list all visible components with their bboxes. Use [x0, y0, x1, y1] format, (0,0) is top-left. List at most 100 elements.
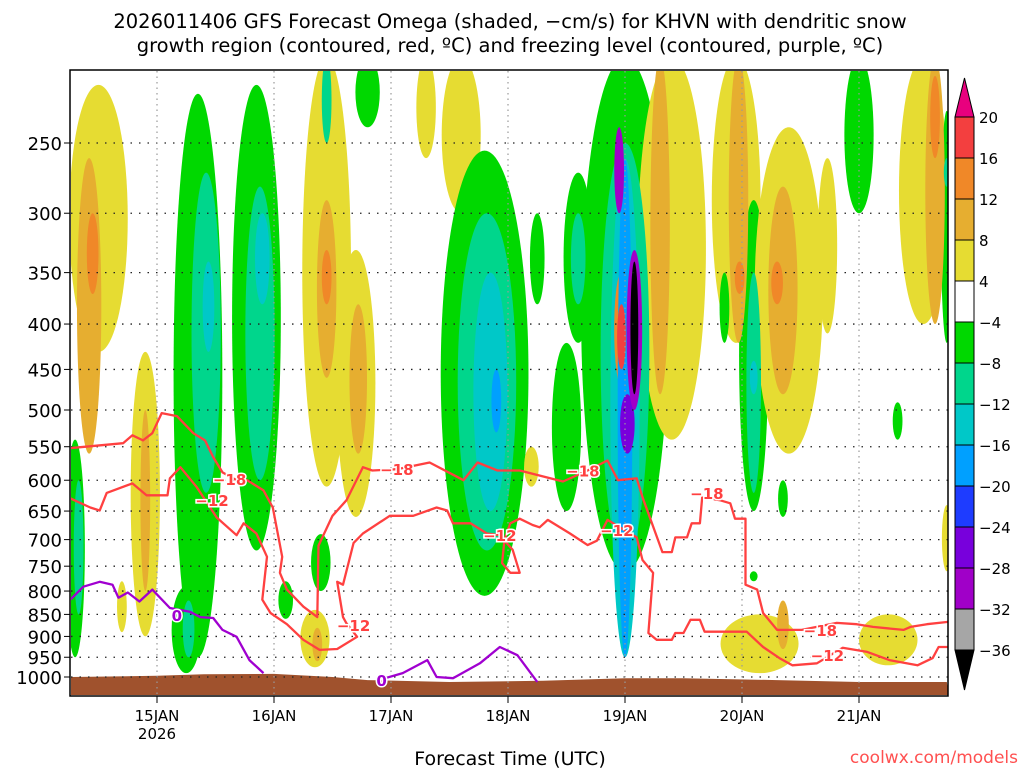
omega-feature-56 — [749, 360, 758, 395]
colorbar-swatch — [954, 567, 975, 610]
colorbar-label: −32 — [979, 601, 1011, 619]
omega-feature-35 — [570, 213, 586, 305]
omega-feature-1 — [76, 158, 102, 454]
y-axis: 2503003504004505005506006507007508008509… — [16, 134, 70, 689]
colorbar-swatch — [954, 608, 975, 651]
omega-feature-20 — [321, 249, 332, 305]
colorbar: 20 16 12 8 4 −4 −8 −12 −16 −20 −24 −28 −32 −36 — [954, 77, 1011, 691]
omega-feature-43 — [620, 394, 635, 454]
y-tick-label: 750 — [28, 557, 62, 578]
x-tick-label: 17JAN — [369, 707, 414, 725]
colorbar-swatch — [954, 239, 975, 282]
omega-feature-12 — [182, 600, 195, 658]
omega-feature-57 — [719, 272, 730, 343]
omega-feature-53 — [734, 261, 745, 295]
omega-feature-42 — [614, 127, 625, 214]
omega-feature-17 — [311, 534, 331, 592]
y-tick-label: 350 — [28, 264, 62, 285]
omega-feature-7 — [73, 480, 84, 615]
colorbar-label: 20 — [979, 109, 998, 127]
contour-label: 0 — [376, 672, 386, 690]
omega-feature-4 — [140, 410, 151, 592]
omega-shading — [71, 71, 948, 674]
omega-feature-74 — [941, 505, 948, 572]
colorbar-label: −16 — [979, 437, 1011, 455]
colorbar-label: −4 — [979, 314, 1001, 332]
y-tick-label: 300 — [28, 204, 62, 225]
omega-feature-72 — [777, 600, 789, 650]
y-tick-label: 500 — [28, 401, 62, 422]
colorbar-label: −20 — [979, 478, 1011, 496]
plot-frame — [69, 69, 949, 697]
omega-feature-24 — [321, 71, 332, 143]
colorbar-swatch — [954, 526, 975, 569]
colorbar-label: 8 — [979, 232, 989, 250]
contour-freezing-level-b — [384, 645, 539, 683]
colorbar-label: 12 — [979, 191, 998, 209]
contour-labels: −18 −18 −18 −18 −18 −12 −12 −12 −12 −12 0 0 — [170, 460, 845, 692]
colorbar-label: 4 — [979, 273, 989, 291]
omega-feature-31 — [473, 272, 508, 512]
omega-feature-66 — [925, 71, 945, 325]
colorbar-swatch — [954, 198, 975, 241]
omega-feature-67 — [930, 75, 940, 159]
colorbar-swatch — [954, 362, 975, 405]
credit-link[interactable]: coolwx.com/models — [850, 748, 1018, 768]
y-tick-label: 400 — [28, 315, 62, 336]
contour-label: −12 — [195, 492, 228, 510]
omega-feature-48 — [617, 304, 626, 370]
contour-label: −18 — [690, 485, 723, 503]
omega-feature-36 — [551, 342, 582, 512]
omega-feature-22 — [349, 304, 368, 454]
omega-feature-58 — [778, 480, 788, 517]
x-axis-title: Forecast Time (UTC) — [414, 748, 605, 768]
y-tick-label: 250 — [28, 134, 62, 155]
colorbar-under-triangle — [954, 649, 975, 691]
omega-feature-15 — [254, 213, 270, 305]
colorbar-swatch — [954, 157, 975, 200]
contours — [71, 411, 948, 683]
contour-dgz-minus12 — [71, 466, 948, 667]
terrain-fill — [71, 673, 948, 695]
x-tick-sublabel: 2026 — [138, 725, 176, 743]
contour-label: 0 — [172, 607, 182, 625]
chart-title-line-1: 2026011406 GFS Forecast Omega (shaded, −… — [113, 10, 906, 33]
x-tick-label: 15JAN — [135, 707, 180, 725]
contour-label: −18 — [380, 461, 413, 479]
colorbar-swatch — [954, 321, 975, 364]
y-tick-label: 950 — [28, 648, 62, 669]
x-tick-label: 21JAN — [837, 707, 882, 725]
colorbar-label: 16 — [979, 150, 998, 168]
omega-feature-63 — [817, 158, 838, 334]
colorbar-label: −8 — [979, 355, 1001, 373]
x-tick-label: 16JAN — [252, 707, 297, 725]
contour-label: −12 — [811, 647, 844, 665]
colorbar-label: −24 — [979, 519, 1011, 537]
x-tick-label: 20JAN — [720, 707, 765, 725]
omega-feature-64 — [844, 71, 874, 214]
y-tick-label: 850 — [28, 605, 62, 626]
colorbar-swatch — [954, 403, 975, 446]
x-tick-label: 18JAN — [486, 707, 531, 725]
omega-feature-50 — [650, 71, 670, 395]
colorbar-label: −12 — [979, 396, 1011, 414]
colorbar-label: −28 — [979, 560, 1011, 578]
omega-feature-28 — [416, 71, 436, 159]
colorbar-swatch — [954, 116, 975, 159]
omega-feature-32 — [491, 369, 502, 433]
omega-feature-26 — [312, 627, 323, 662]
omega-feature-10 — [202, 261, 215, 352]
contour-freezing-level-a — [71, 580, 265, 674]
colorbar-over-triangle — [954, 77, 975, 118]
contour-label: −18 — [213, 471, 246, 489]
colorbar-swatch — [954, 280, 975, 323]
y-tick-label: 700 — [28, 531, 62, 552]
omega-feature-5 — [117, 581, 127, 633]
chart-title-line-2: growth region (contoured, red, ºC) and f… — [137, 34, 884, 57]
y-tick-label: 650 — [28, 502, 62, 523]
omega-feature-52 — [728, 71, 749, 343]
omega-feature-70 — [892, 402, 903, 440]
omega-feature-45 — [630, 261, 639, 395]
